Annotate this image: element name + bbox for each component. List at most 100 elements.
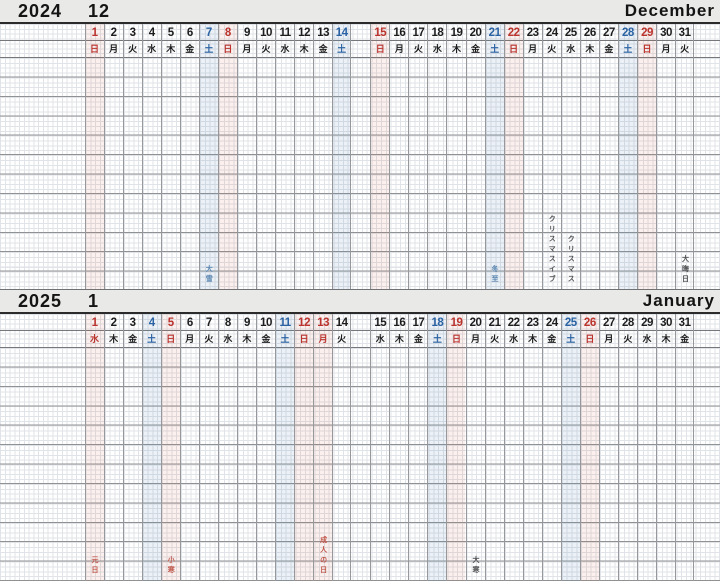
day-of-week-label: 木 bbox=[394, 334, 404, 344]
day-number: 9 bbox=[243, 317, 250, 329]
day-number: 22 bbox=[507, 317, 520, 329]
day-of-week-label: 月 bbox=[661, 44, 671, 54]
day-column: 16 月 bbox=[389, 24, 408, 289]
month-section-december: 2024 12 December 1 日 2 月 3 火 4 水 5 木 6 金 7 土 8 日 9 月 10 火 11… bbox=[0, 0, 720, 290]
day-column: 29 日 bbox=[636, 24, 656, 289]
day-number: 5 bbox=[167, 317, 174, 329]
day-column: 30 木 bbox=[656, 314, 675, 581]
day-number: 30 bbox=[660, 27, 672, 39]
day-column: 21 土 bbox=[484, 24, 504, 289]
day-column: 26 木 bbox=[579, 24, 599, 289]
day-of-week-label: 木 bbox=[585, 44, 595, 54]
day-number: 19 bbox=[450, 317, 463, 329]
year-label: 2024 bbox=[18, 0, 63, 21]
day-number: 24 bbox=[545, 27, 558, 39]
day-of-week-label: 金 bbox=[471, 44, 481, 54]
day-of-week-label: 月 bbox=[604, 334, 614, 344]
day-of-week-label: 水 bbox=[375, 334, 385, 344]
day-column: 26 日 bbox=[579, 314, 599, 581]
day-number: 27 bbox=[602, 27, 615, 39]
month-section-january: 2025 1 January 1 水 2 木 3 金 4 土 5 日 6 月 7 火 8 水 9 木 10 金 11 土 1… bbox=[0, 290, 720, 581]
day-number: 13 bbox=[317, 317, 330, 329]
holiday-annotation: 小寒 bbox=[167, 556, 175, 576]
day-number: 23 bbox=[526, 27, 539, 39]
day-of-week-label: 日 bbox=[90, 44, 100, 54]
day-number: 11 bbox=[279, 317, 291, 329]
day-of-week-label: 日 bbox=[642, 44, 652, 54]
day-number: 20 bbox=[469, 317, 482, 329]
day-column: 22 水 bbox=[503, 314, 523, 581]
day-column: 24 火 bbox=[541, 24, 561, 289]
day-of-week-label: 火 bbox=[490, 334, 500, 344]
day-column: 20 金 bbox=[465, 24, 485, 289]
holiday-annotation: 大寒 bbox=[472, 556, 479, 576]
day-column: 18 土 bbox=[427, 314, 447, 581]
day-column: 12 木 bbox=[294, 24, 313, 289]
day-of-week-label: 木 bbox=[109, 334, 119, 344]
day-of-week-label: 水 bbox=[147, 44, 157, 54]
day-number: 20 bbox=[469, 27, 482, 39]
day-number: 17 bbox=[412, 317, 425, 329]
day-of-week-label: 金 bbox=[318, 44, 328, 54]
day-number: 15 bbox=[374, 27, 387, 39]
day-column: 17 火 bbox=[408, 24, 427, 289]
month-number-label: 1 bbox=[88, 290, 100, 311]
day-column: 10 火 bbox=[255, 24, 275, 289]
holiday-annotation: 大晦日 bbox=[681, 255, 689, 285]
day-of-week-label: 金 bbox=[547, 334, 557, 344]
calendar-grid-sheet: 1 日 2 月 3 火 4 水 5 木 6 金 7 土 8 日 9 月 10 火 11 水 12 木 13 金 14 土 15 日 16 月 1… bbox=[0, 24, 720, 290]
day-of-week-label: 水 bbox=[566, 44, 576, 54]
day-column: 22 日 bbox=[503, 24, 523, 289]
day-number: 29 bbox=[641, 317, 653, 329]
day-number: 22 bbox=[507, 27, 520, 39]
day-column: 28 土 bbox=[617, 24, 637, 289]
day-column: 11 土 bbox=[275, 314, 295, 581]
day-of-week-label: 日 bbox=[375, 44, 385, 54]
day-number: 12 bbox=[298, 27, 310, 39]
day-number: 2 bbox=[110, 27, 117, 39]
day-number: 9 bbox=[243, 27, 250, 39]
day-column: 19 日 bbox=[446, 314, 466, 581]
day-of-week-label: 水 bbox=[280, 44, 290, 54]
month-number-label: 12 bbox=[88, 0, 111, 21]
day-column: 16 木 bbox=[389, 314, 408, 581]
holiday-annotation: 成人の日 bbox=[319, 536, 327, 576]
holiday-annotation: クリスマスイブ bbox=[548, 215, 556, 285]
day-of-week-label: 水 bbox=[509, 334, 519, 344]
day-of-week-label: 日 bbox=[585, 334, 595, 344]
day-of-week-label: 木 bbox=[528, 334, 538, 344]
day-number: 31 bbox=[678, 27, 691, 39]
day-of-week-label: 月 bbox=[242, 44, 252, 54]
day-column: 23 月 bbox=[522, 24, 542, 289]
day-column: 11 水 bbox=[275, 24, 294, 289]
day-of-week-label: 木 bbox=[451, 44, 461, 54]
day-number: 11 bbox=[279, 27, 291, 39]
day-of-week-label: 土 bbox=[147, 334, 157, 344]
day-number: 19 bbox=[450, 27, 463, 39]
day-number: 28 bbox=[622, 317, 634, 329]
holiday-annotation: 大雪 bbox=[205, 265, 213, 285]
day-number: 26 bbox=[583, 317, 596, 329]
holiday-annotation: 元日 bbox=[91, 556, 98, 576]
day-of-week-label: 水 bbox=[90, 334, 100, 344]
day-of-week-label: 金 bbox=[413, 334, 423, 344]
day-of-week-label: 土 bbox=[490, 44, 500, 54]
day-of-week-label: 木 bbox=[299, 44, 309, 54]
day-column: 13 月 bbox=[313, 314, 333, 581]
day-of-week-label: 土 bbox=[566, 334, 576, 344]
day-of-week-label: 月 bbox=[471, 334, 481, 344]
day-number: 8 bbox=[224, 317, 231, 329]
day-of-week-label: 日 bbox=[451, 334, 461, 344]
day-number: 4 bbox=[148, 27, 155, 39]
day-number: 3 bbox=[129, 317, 136, 329]
day-column: 13 金 bbox=[313, 24, 332, 289]
day-column: 31 火 bbox=[675, 24, 695, 289]
day-number: 23 bbox=[526, 317, 539, 329]
